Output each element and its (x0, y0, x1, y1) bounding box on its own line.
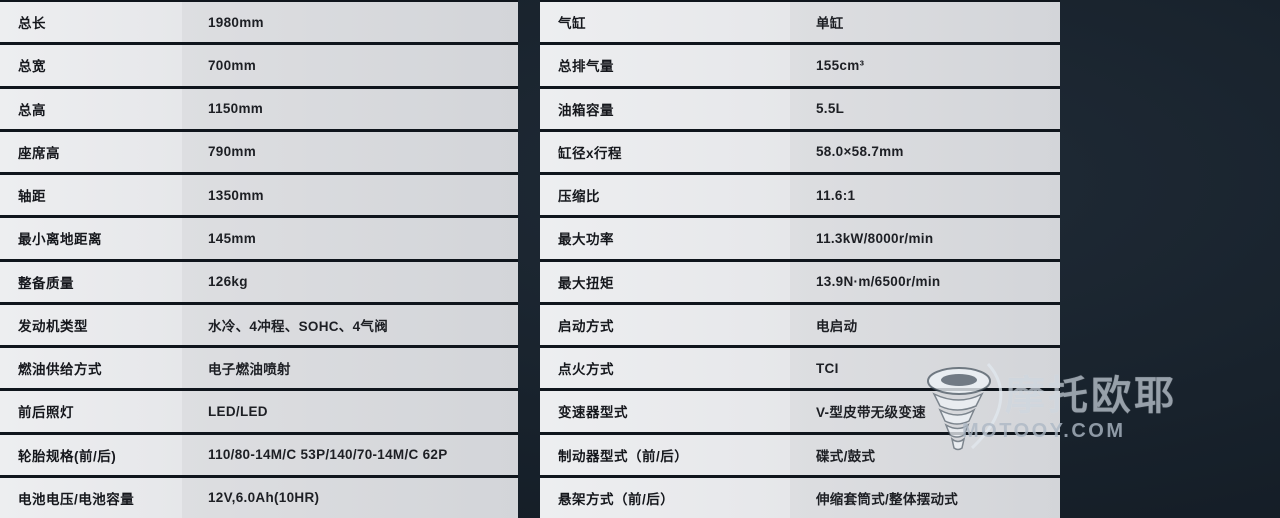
table-row: 最大功率 11.3kW/8000r/min (540, 218, 1060, 259)
spec-label: 启动方式 (540, 304, 790, 345)
table-row: 发动机类型 水冷、4冲程、SOHC、4气阀 (0, 304, 518, 345)
table-row: 轮胎规格(前/后) 110/80-14M/C 53P/140/70-14M/C 6… (0, 434, 518, 475)
spec-label: 前后照灯 (0, 391, 182, 432)
spec-value: 155cm³ (790, 45, 1060, 86)
spec-value: 碟式/鼓式 (790, 434, 1060, 475)
spec-label: 总长 (0, 2, 182, 43)
spec-value: 电启动 (790, 304, 1060, 345)
table-row: 总长 1980mm (0, 2, 518, 43)
table-row: 气缸 单缸 (540, 2, 1060, 43)
table-row: 电池电压/电池容量 12V,6.0Ah(10HR) (0, 477, 518, 518)
spec-label: 缸径x行程 (540, 131, 790, 172)
spec-label: 燃油供给方式 (0, 348, 182, 389)
spec-value: 1980mm (182, 2, 518, 43)
table-row: 点火方式 TCI (540, 348, 1060, 389)
spec-value: 单缸 (790, 2, 1060, 43)
spec-value: V-型皮带无级变速 (790, 391, 1060, 432)
spec-value: TCI (790, 348, 1060, 389)
spec-table-dimensions: 总长 1980mm 总宽 700mm 总高 1150mm 座席高 790mm 轴距 1350mm 最… (0, 0, 518, 518)
table-row: 燃油供给方式 电子燃油喷射 (0, 348, 518, 389)
table-row: 悬架方式（前/后） 伸缩套筒式/整体摆动式 (540, 477, 1060, 518)
spec-value: 11.3kW/8000r/min (790, 218, 1060, 259)
table-row: 制动器型式（前/后） 碟式/鼓式 (540, 434, 1060, 475)
table-row: 油箱容量 5.5L (540, 88, 1060, 129)
spec-table-engine: 气缸 单缸 总排气量 155cm³ 油箱容量 5.5L 缸径x行程 58.0×58.7mm 压缩… (540, 0, 1060, 518)
spec-value: 700mm (182, 45, 518, 86)
spec-label: 轴距 (0, 175, 182, 216)
table-row: 轴距 1350mm (0, 175, 518, 216)
spec-label: 总高 (0, 88, 182, 129)
spec-value: 伸缩套筒式/整体摆动式 (790, 477, 1060, 518)
spec-label: 变速器型式 (540, 391, 790, 432)
spec-label: 发动机类型 (0, 304, 182, 345)
table-row: 总排气量 155cm³ (540, 45, 1060, 86)
spec-label: 点火方式 (540, 348, 790, 389)
spec-label: 座席高 (0, 131, 182, 172)
spec-value: 11.6:1 (790, 175, 1060, 216)
spec-label: 气缸 (540, 2, 790, 43)
spec-value: 790mm (182, 131, 518, 172)
spec-value: 5.5L (790, 88, 1060, 129)
table-row: 总高 1150mm (0, 88, 518, 129)
spec-value: 145mm (182, 218, 518, 259)
spec-value: LED/LED (182, 391, 518, 432)
spec-value: 58.0×58.7mm (790, 131, 1060, 172)
table-row: 座席高 790mm (0, 131, 518, 172)
spec-label: 总排气量 (540, 45, 790, 86)
spec-label: 电池电压/电池容量 (0, 477, 182, 518)
table-row: 最大扭矩 13.9N·m/6500r/min (540, 261, 1060, 302)
spec-label: 轮胎规格(前/后) (0, 434, 182, 475)
spec-value: 电子燃油喷射 (182, 348, 518, 389)
spec-label: 最大扭矩 (540, 261, 790, 302)
table-row: 最小离地距离 145mm (0, 218, 518, 259)
spec-value: 13.9N·m/6500r/min (790, 261, 1060, 302)
spec-label: 油箱容量 (540, 88, 790, 129)
spec-label: 整备质量 (0, 261, 182, 302)
spec-label: 最小离地距离 (0, 218, 182, 259)
spec-label: 压缩比 (540, 175, 790, 216)
spec-value: 12V,6.0Ah(10HR) (182, 477, 518, 518)
spec-value: 1150mm (182, 88, 518, 129)
spec-value: 水冷、4冲程、SOHC、4气阀 (182, 304, 518, 345)
spec-label: 制动器型式（前/后） (540, 434, 790, 475)
table-row: 变速器型式 V-型皮带无级变速 (540, 391, 1060, 432)
spec-label: 悬架方式（前/后） (540, 477, 790, 518)
table-row: 整备质量 126kg (0, 261, 518, 302)
spec-value: 110/80-14M/C 53P/140/70-14M/C 62P (182, 434, 518, 475)
spec-value: 1350mm (182, 175, 518, 216)
table-row: 压缩比 11.6:1 (540, 175, 1060, 216)
spec-label: 总宽 (0, 45, 182, 86)
table-row: 启动方式 电启动 (540, 304, 1060, 345)
spec-label: 最大功率 (540, 218, 790, 259)
table-row: 总宽 700mm (0, 45, 518, 86)
table-row: 缸径x行程 58.0×58.7mm (540, 131, 1060, 172)
spec-value: 126kg (182, 261, 518, 302)
table-row: 前后照灯 LED/LED (0, 391, 518, 432)
